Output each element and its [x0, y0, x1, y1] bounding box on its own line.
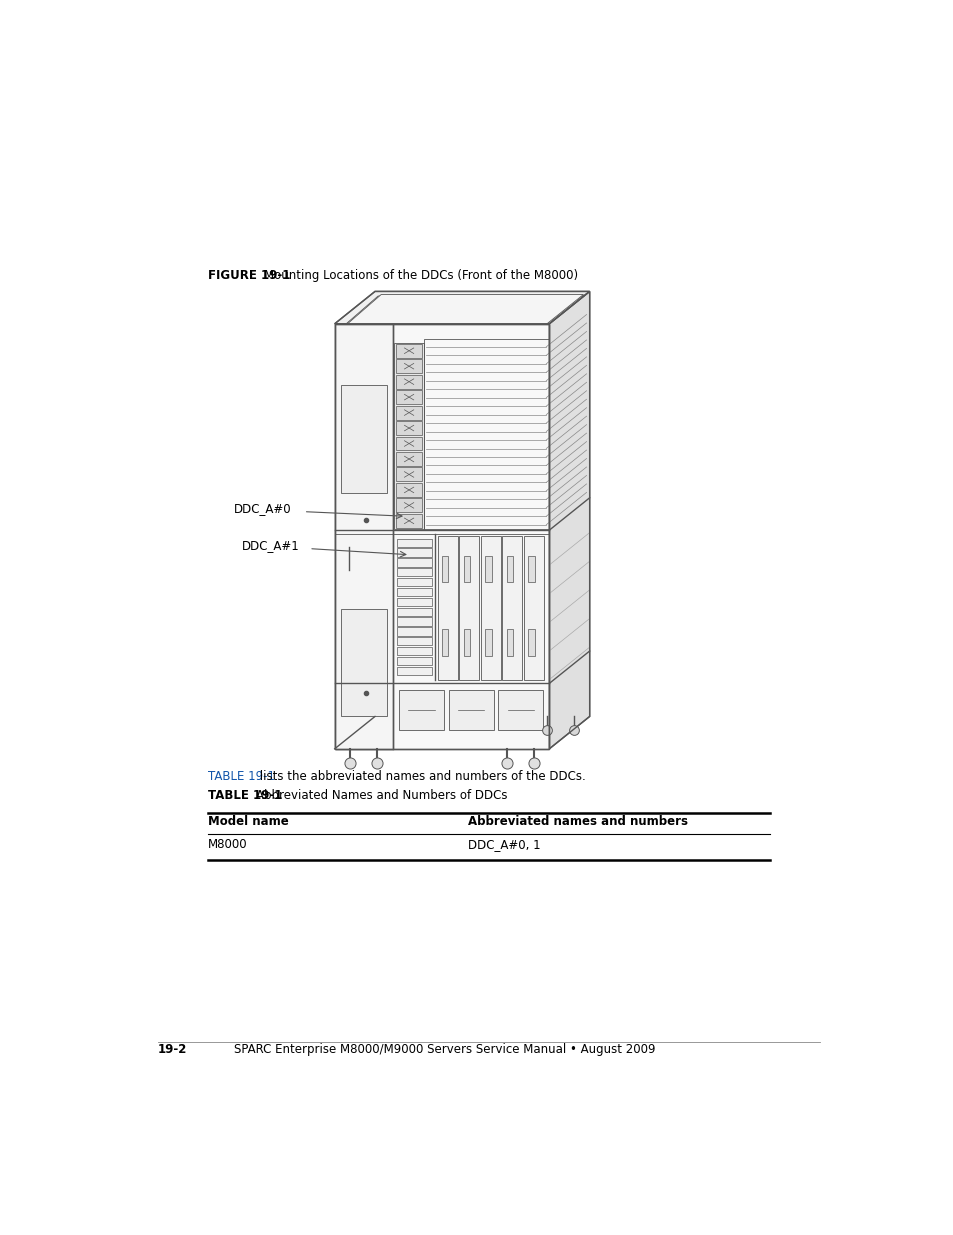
Polygon shape: [528, 556, 534, 583]
Text: TABLE 19-1: TABLE 19-1: [208, 769, 275, 783]
Polygon shape: [396, 558, 431, 567]
Polygon shape: [395, 359, 422, 373]
Polygon shape: [395, 514, 422, 527]
Polygon shape: [396, 637, 431, 646]
Polygon shape: [437, 536, 457, 679]
Text: Mounting Locations of the DDCs (Front of the M8000): Mounting Locations of the DDCs (Front of…: [264, 269, 578, 282]
Polygon shape: [395, 405, 422, 420]
Polygon shape: [480, 536, 500, 679]
Text: Model name: Model name: [208, 815, 289, 827]
Polygon shape: [463, 556, 470, 583]
Polygon shape: [549, 291, 589, 748]
Text: 19-2: 19-2: [158, 1042, 187, 1056]
Text: DDC_A#0: DDC_A#0: [233, 501, 292, 515]
Polygon shape: [458, 536, 478, 679]
Polygon shape: [396, 578, 431, 587]
Polygon shape: [340, 385, 386, 493]
Polygon shape: [340, 296, 586, 329]
Polygon shape: [395, 436, 422, 451]
Polygon shape: [506, 629, 513, 656]
Polygon shape: [395, 343, 422, 358]
Polygon shape: [396, 667, 431, 674]
Polygon shape: [394, 343, 423, 529]
Polygon shape: [398, 689, 443, 730]
Polygon shape: [344, 294, 583, 327]
Polygon shape: [396, 568, 431, 577]
Polygon shape: [335, 324, 393, 748]
Polygon shape: [395, 499, 422, 513]
Polygon shape: [396, 588, 431, 597]
Polygon shape: [485, 556, 491, 583]
Text: Abbreviated Names and Numbers of DDCs: Abbreviated Names and Numbers of DDCs: [256, 789, 507, 802]
Polygon shape: [502, 536, 522, 679]
Polygon shape: [442, 556, 448, 583]
Text: Abbreviated names and numbers: Abbreviated names and numbers: [468, 815, 687, 827]
Polygon shape: [497, 689, 542, 730]
Polygon shape: [335, 291, 589, 324]
Text: SPARC Enterprise M8000/M9000 Servers Service Manual • August 2009: SPARC Enterprise M8000/M9000 Servers Ser…: [233, 1042, 655, 1056]
Polygon shape: [485, 629, 491, 656]
Polygon shape: [396, 657, 431, 664]
Polygon shape: [396, 538, 431, 547]
Polygon shape: [395, 483, 422, 496]
Text: DDC_A#1: DDC_A#1: [241, 538, 299, 552]
Polygon shape: [448, 689, 493, 730]
Polygon shape: [396, 598, 431, 606]
Polygon shape: [506, 556, 513, 583]
Polygon shape: [396, 608, 431, 616]
Polygon shape: [396, 618, 431, 626]
Polygon shape: [396, 647, 431, 656]
Polygon shape: [396, 548, 431, 557]
Polygon shape: [395, 452, 422, 466]
Polygon shape: [395, 390, 422, 404]
Text: M8000: M8000: [208, 839, 248, 851]
Text: TABLE 19-1: TABLE 19-1: [208, 789, 282, 802]
Text: FIGURE 19-1: FIGURE 19-1: [208, 269, 291, 282]
Polygon shape: [395, 468, 422, 482]
Polygon shape: [395, 374, 422, 389]
Polygon shape: [396, 627, 431, 636]
Polygon shape: [463, 629, 470, 656]
Polygon shape: [395, 421, 422, 435]
Polygon shape: [335, 324, 549, 748]
Text: lists the abbreviated names and numbers of the DDCs.: lists the abbreviated names and numbers …: [256, 769, 585, 783]
Polygon shape: [340, 609, 386, 716]
Polygon shape: [523, 536, 543, 679]
Polygon shape: [528, 629, 534, 656]
Polygon shape: [442, 629, 448, 656]
Text: DDC_A#0, 1: DDC_A#0, 1: [468, 839, 540, 851]
